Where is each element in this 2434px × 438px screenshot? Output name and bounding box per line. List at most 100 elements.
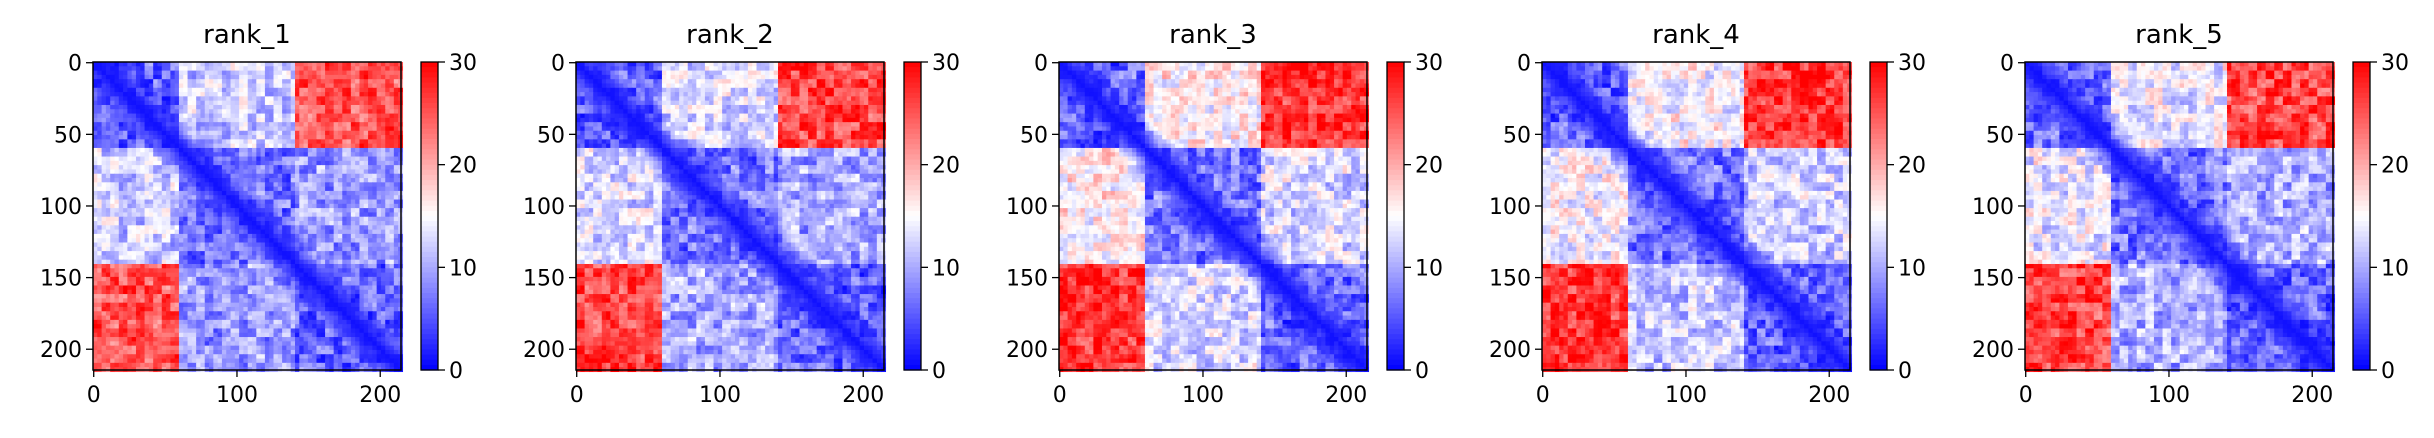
heatmap-cell bbox=[304, 79, 309, 84]
heatmap-cell bbox=[372, 118, 377, 123]
heatmap-cell bbox=[368, 79, 373, 84]
heatmap-cell bbox=[140, 101, 145, 106]
heatmap-cell bbox=[140, 114, 145, 119]
heatmap-cell bbox=[372, 105, 377, 110]
heatmap-cell bbox=[243, 118, 248, 123]
heatmap-cell bbox=[252, 79, 257, 84]
heatmap-cell bbox=[364, 109, 369, 114]
heatmap-cell bbox=[368, 118, 373, 123]
heatmap-cell bbox=[183, 66, 188, 71]
heatmap-cell bbox=[162, 71, 167, 76]
heatmap-cell bbox=[312, 66, 317, 71]
heatmap-cell bbox=[347, 71, 352, 76]
heatmap-cell bbox=[192, 109, 197, 114]
heatmap-cell bbox=[136, 88, 141, 93]
heatmap-cell bbox=[123, 109, 128, 114]
heatmap-cell bbox=[256, 92, 261, 97]
heatmap-cell bbox=[372, 83, 377, 88]
heatmap-cell bbox=[166, 118, 171, 123]
heatmap-cell bbox=[308, 92, 313, 97]
heatmap-cell bbox=[192, 83, 197, 88]
heatmap-cell bbox=[338, 96, 343, 101]
heatmap-cell bbox=[157, 79, 162, 84]
heatmap-cell bbox=[222, 75, 227, 80]
heatmap-cell bbox=[278, 83, 283, 88]
heatmap-cell bbox=[97, 66, 102, 71]
heatmap-cell bbox=[299, 75, 304, 80]
heatmap-cell bbox=[114, 88, 119, 93]
heatmap-cell bbox=[248, 79, 253, 84]
heatmap-cell bbox=[329, 101, 334, 106]
heatmap-cell bbox=[256, 75, 261, 80]
heatmap-cell bbox=[359, 79, 364, 84]
heatmap-cell bbox=[329, 75, 334, 80]
heatmap-cell bbox=[312, 79, 317, 84]
heatmap-cell bbox=[97, 79, 102, 84]
heatmap-cell bbox=[119, 96, 124, 101]
heatmap-cell bbox=[269, 88, 274, 93]
heatmap-cell bbox=[355, 66, 360, 71]
heatmap-cell bbox=[188, 92, 193, 97]
heatmap-cell bbox=[140, 96, 145, 101]
heatmap-cell bbox=[359, 122, 364, 127]
heatmap-cell bbox=[347, 79, 352, 84]
heatmap-cell bbox=[334, 79, 339, 84]
heatmap-cell bbox=[226, 88, 231, 93]
heatmap-cell bbox=[248, 96, 253, 101]
heatmap-cell bbox=[282, 83, 287, 88]
heatmap-cell bbox=[162, 96, 167, 101]
heatmap-cell bbox=[299, 109, 304, 114]
heatmap-cell bbox=[231, 79, 236, 84]
heatmap-cell bbox=[239, 75, 244, 80]
heatmap-cell bbox=[162, 118, 167, 123]
heatmap-cell bbox=[196, 105, 201, 110]
heatmap-cell bbox=[205, 92, 210, 97]
heatmap-cell bbox=[316, 83, 321, 88]
heatmap-cell bbox=[153, 96, 158, 101]
heatmap-cell bbox=[213, 75, 218, 80]
heatmap-cell bbox=[153, 92, 158, 97]
heatmap-cell bbox=[132, 75, 137, 80]
heatmap-cell bbox=[205, 101, 210, 106]
heatmap-cell bbox=[308, 88, 313, 93]
heatmap-cell bbox=[218, 109, 223, 114]
heatmap-cell bbox=[179, 71, 184, 76]
heatmap-cell bbox=[252, 105, 257, 110]
heatmap-cell bbox=[132, 105, 137, 110]
heatmap-cell bbox=[127, 126, 132, 131]
heatmap-cell bbox=[222, 83, 227, 88]
heatmap-cell bbox=[140, 88, 145, 93]
heatmap-cell bbox=[192, 75, 197, 80]
heatmap-cell bbox=[265, 71, 270, 76]
heatmap-cell bbox=[231, 105, 236, 110]
heatmap-cell bbox=[274, 92, 279, 97]
heatmap-cell bbox=[342, 75, 347, 80]
heatmap-cell bbox=[200, 83, 205, 88]
heatmap-cell bbox=[394, 105, 399, 110]
heatmap-cell bbox=[325, 75, 330, 80]
heatmap-cell bbox=[149, 126, 154, 131]
heatmap-cell bbox=[222, 122, 227, 127]
heatmap-cell bbox=[179, 66, 184, 71]
heatmap-cell bbox=[231, 92, 236, 97]
heatmap-cell bbox=[342, 109, 347, 114]
heatmap-cell bbox=[295, 66, 300, 71]
heatmap-cell bbox=[149, 88, 154, 93]
heatmap-cell bbox=[312, 114, 317, 119]
heatmap-cell bbox=[265, 92, 270, 97]
heatmap-cell bbox=[325, 79, 330, 84]
heatmap-cell bbox=[205, 122, 210, 127]
heatmap-cell bbox=[222, 109, 227, 114]
heatmap-cell bbox=[183, 75, 188, 80]
heatmap-cell bbox=[269, 105, 274, 110]
heatmap-cell bbox=[175, 122, 180, 127]
heatmap-cell bbox=[213, 118, 218, 123]
heatmap-cell bbox=[231, 88, 236, 93]
heatmap-cell bbox=[342, 79, 347, 84]
heatmap-cell bbox=[312, 92, 317, 97]
heatmap-cell bbox=[325, 88, 330, 93]
heatmap-cell bbox=[226, 66, 231, 71]
heatmap-cell bbox=[222, 118, 227, 123]
heatmap-cell bbox=[222, 79, 227, 84]
heatmap-cell bbox=[192, 122, 197, 127]
